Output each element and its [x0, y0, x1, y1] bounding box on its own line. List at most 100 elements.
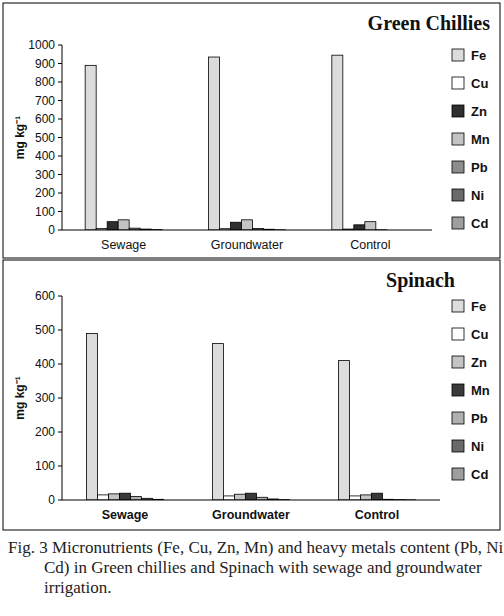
bar [107, 222, 118, 230]
y-tick-label: 100 [35, 205, 55, 219]
bar [332, 55, 343, 230]
legend-label: Cd [471, 467, 488, 482]
legend-swatch [452, 412, 464, 424]
y-axis [62, 45, 63, 230]
bar [242, 220, 253, 230]
y-tick [58, 193, 62, 194]
bar [98, 495, 109, 500]
legend-label: Cu [471, 327, 488, 342]
y-tick [58, 174, 62, 175]
legend-label: Cu [471, 76, 488, 91]
y-tick [58, 330, 62, 331]
y-tick [58, 119, 62, 120]
y-tick-label: 400 [35, 357, 55, 371]
y-tick-label: 500 [35, 131, 55, 145]
panel-frame [3, 3, 500, 258]
legend-label: Fe [471, 299, 486, 314]
x-axis [62, 500, 440, 501]
legend-swatch [452, 440, 464, 452]
legend-swatch [452, 49, 464, 61]
panel-frame [3, 260, 500, 530]
y-tick [58, 230, 62, 231]
bar [365, 222, 376, 230]
bar [246, 493, 257, 500]
y-tick-label: 0 [48, 493, 55, 507]
y-tick [58, 63, 62, 64]
y-tick-label: 200 [35, 186, 55, 200]
y-tick-label: 200 [35, 425, 55, 439]
y-tick-label: 800 [35, 75, 55, 89]
y-tick [58, 466, 62, 467]
y-axis [62, 296, 63, 500]
legend-swatch [452, 77, 464, 89]
legend-label: Fe [471, 48, 486, 63]
legend-label: Ni [471, 439, 484, 454]
legend-label: Mn [471, 383, 490, 398]
bar [235, 494, 246, 500]
bar [87, 333, 98, 500]
legend-swatch [452, 356, 464, 368]
legend-label: Cd [471, 216, 488, 231]
legend-label: Pb [471, 411, 488, 426]
bars [85, 55, 387, 230]
bar [361, 495, 372, 500]
y-tick [58, 137, 62, 138]
y-tick-label: 0 [48, 223, 55, 237]
x-tick-label: Sewage [102, 508, 149, 522]
y-tick [58, 500, 62, 501]
bar [354, 225, 365, 230]
y-tick-label: 600 [35, 289, 55, 303]
legend-swatch [452, 105, 464, 117]
figure: Green Chillies mg kg⁻¹ 0 100 200 300 400 500 600… [0, 0, 504, 536]
legend-label: Ni [471, 188, 484, 203]
y-axis-label: mg kg⁻¹ [13, 116, 27, 159]
caption: Fig. 3 Micronutrients (Fe, Cu, Zn, Mn) a… [8, 538, 504, 598]
y-tick-label: 400 [35, 149, 55, 163]
y-tick-label: 300 [35, 391, 55, 405]
y-tick-label: 1000 [28, 38, 55, 52]
x-axis [62, 230, 432, 231]
bar [209, 57, 220, 230]
y-tick [58, 296, 62, 297]
bar [350, 496, 361, 500]
legend-swatch [452, 328, 464, 340]
bar [224, 496, 235, 500]
bar [231, 222, 242, 230]
legend-swatch [452, 189, 464, 201]
bar [118, 220, 129, 230]
x-tick-label: Sewage [101, 238, 146, 252]
x-tick-label: Groundwater [211, 238, 283, 252]
bars [87, 333, 416, 500]
legend-label: Zn [471, 104, 487, 119]
legend-swatch [452, 217, 464, 229]
y-tick [58, 100, 62, 101]
legend-swatch [452, 468, 464, 480]
y-tick-label: 300 [35, 168, 55, 182]
legend-label: Zn [471, 355, 487, 370]
legend-label: Pb [471, 160, 488, 175]
bar [85, 65, 96, 230]
panel: Green Chilliesmg kg⁻¹0100200300400500600… [3, 3, 500, 258]
x-tick-label: Control [355, 508, 399, 522]
legend-swatch [452, 384, 464, 396]
chart-title: Spinach [386, 269, 455, 292]
x-tick-label: Groundwater [212, 508, 290, 522]
bar [372, 493, 383, 500]
bar [339, 361, 350, 500]
bar [120, 493, 131, 500]
legend-swatch [452, 300, 464, 312]
panel: Spinachmg kg⁻¹0100200300400500600SewageG… [3, 260, 500, 530]
chart-title: Green Chillies [368, 12, 491, 34]
y-tick-label: 900 [35, 57, 55, 71]
x-tick-label: Control [350, 238, 390, 252]
y-tick [58, 82, 62, 83]
legend-swatch [452, 161, 464, 173]
bar [213, 344, 224, 500]
bar [109, 494, 120, 500]
y-tick [58, 364, 62, 365]
y-tick [58, 398, 62, 399]
bar [131, 497, 142, 500]
y-tick [58, 211, 62, 212]
y-tick-label: 500 [35, 323, 55, 337]
legend-swatch [452, 133, 464, 145]
